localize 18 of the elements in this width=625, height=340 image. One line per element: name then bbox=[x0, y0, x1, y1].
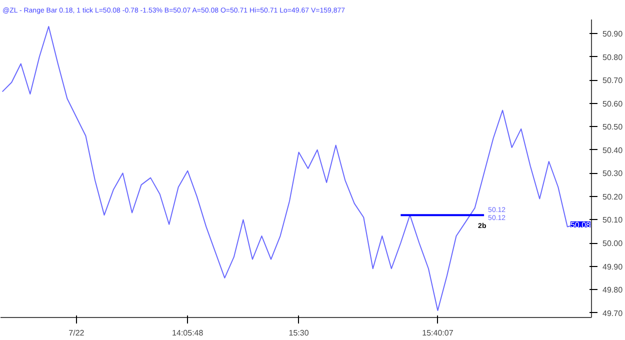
y-tick-label: 49.80 bbox=[602, 286, 624, 295]
x-tick-label: 14:05:48 bbox=[172, 328, 204, 338]
y-tick-label: 50.70 bbox=[602, 76, 624, 86]
y-tick-label: 50.80 bbox=[602, 52, 624, 62]
y-tick-label: 50.00 bbox=[602, 239, 624, 248]
x-tick-label: 15:30 bbox=[288, 328, 310, 338]
x-tick-label: 7/22 bbox=[68, 328, 85, 338]
y-tick-label: 49.70 bbox=[602, 308, 624, 318]
annotation: 50.08 bbox=[570, 220, 592, 230]
y-tick-label: 50.50 bbox=[602, 122, 624, 132]
y-tick-label: 50.10 bbox=[602, 216, 624, 225]
y-tick-label: 50.20 bbox=[602, 192, 624, 202]
y-tick-label: 50.40 bbox=[602, 146, 624, 155]
y-tick-label: 50.60 bbox=[602, 99, 624, 108]
x-tick-label: 15:40:07 bbox=[422, 328, 454, 338]
y-tick-label: 49.90 bbox=[602, 262, 624, 272]
y-tick-label: 50.90 bbox=[602, 29, 624, 38]
y-tick-label: 50.30 bbox=[602, 169, 624, 178]
